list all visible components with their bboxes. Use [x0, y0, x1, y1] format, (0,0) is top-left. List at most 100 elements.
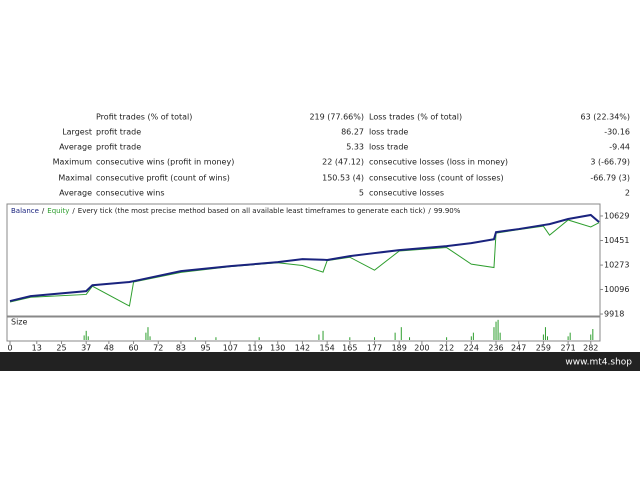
report-cell: Largest	[62, 128, 92, 137]
size-bar	[318, 334, 320, 340]
x-tick-label: 95	[201, 344, 211, 353]
report-cell: Maximal	[58, 174, 92, 183]
report-cell: Maximum	[53, 158, 93, 167]
x-tick-label: 25	[56, 344, 66, 353]
report-cell: 63 (22.34%)	[581, 113, 630, 122]
y-tick-label: 9918	[604, 310, 624, 319]
x-tick-label: 165	[342, 344, 357, 353]
size-bar	[542, 334, 544, 340]
report-cell: Loss trades (% of total)	[369, 113, 462, 122]
legend: Balance / Equity / Every tick (the most prec…	[11, 207, 461, 215]
series-line	[9, 213, 600, 303]
x-tick-label: 130	[270, 344, 285, 353]
size-bar	[590, 334, 592, 340]
x-tick-label: 212	[439, 344, 454, 353]
watermark: www.mt4.shop	[565, 358, 632, 368]
report-cell: consecutive losses (loss in money)	[369, 158, 508, 167]
x-tick-label: 119	[247, 344, 262, 353]
size-bar	[322, 330, 324, 340]
size-bar	[409, 337, 411, 340]
report-cell: -66.79 (3)	[590, 174, 630, 183]
size-bar	[147, 327, 149, 340]
size-bar	[145, 332, 147, 340]
size-bar	[349, 337, 351, 340]
size-bar	[472, 332, 474, 340]
report-cell: loss trade	[369, 143, 408, 152]
size-bar	[85, 330, 87, 340]
x-tick-label: 107	[223, 344, 238, 353]
size-bar	[493, 327, 495, 340]
size-label: Size	[11, 318, 28, 327]
x-tick-label: 37	[81, 344, 91, 353]
size-bar	[374, 337, 376, 340]
x-tick-label: 0	[7, 344, 12, 353]
size-frame	[6, 316, 601, 342]
report-cell: Profit trades (% of total)	[96, 113, 192, 122]
quality-text: 99.90%	[434, 207, 461, 215]
report-cell: loss trade	[369, 128, 408, 137]
y-tick-label: 10096	[604, 285, 629, 294]
report-cell: Average	[59, 189, 92, 198]
report-cell: 3 (-66.79)	[590, 158, 630, 167]
model-text: Every tick (the most precise method base…	[78, 207, 426, 215]
x-tick-label: 271	[560, 344, 575, 353]
series-line	[9, 219, 600, 307]
size-bar	[215, 337, 217, 340]
report-cell: 22 (47.12)	[322, 158, 364, 167]
report-cell: -30.16	[604, 128, 630, 137]
legend-separator: /	[42, 207, 45, 215]
size-bar	[592, 329, 594, 340]
report-cell: consecutive losses	[369, 189, 444, 198]
size-bar	[194, 337, 196, 340]
footer-bar	[0, 352, 640, 371]
size-bar	[149, 336, 151, 340]
legend-separator: /	[428, 207, 431, 215]
x-tick-label: 259	[536, 344, 551, 353]
x-tick-label: 177	[367, 344, 382, 353]
x-tick-label: 282	[583, 344, 598, 353]
x-tick-label: 200	[414, 344, 429, 353]
report-cell: Average	[59, 143, 92, 152]
report-cell: profit trade	[96, 128, 141, 137]
report-cell: 86.27	[341, 128, 364, 137]
report-cell: 5.33	[346, 143, 364, 152]
x-tick-label: 60	[128, 344, 138, 353]
x-tick-label: 236	[488, 344, 503, 353]
report-cell: consecutive wins	[96, 189, 164, 198]
size-bar	[446, 337, 448, 340]
size-bar	[499, 332, 501, 340]
size-bar	[400, 327, 402, 340]
x-tick-label: 142	[295, 344, 310, 353]
x-tick-label: 247	[511, 344, 526, 353]
x-tick-label: 72	[153, 344, 163, 353]
top-blank	[0, 0, 640, 108]
size-bar	[547, 336, 549, 340]
x-tick-label: 83	[176, 344, 186, 353]
report-cell: consecutive wins (profit in money)	[96, 158, 234, 167]
size-bar	[567, 336, 569, 340]
legend-entry: Equity	[47, 207, 69, 215]
report-cell: profit trade	[96, 143, 141, 152]
size-bar	[495, 321, 497, 340]
report-cell: -9.44	[609, 143, 630, 152]
report-cell: 219 (77.66%)	[309, 113, 364, 122]
report-cell: consecutive loss (count of losses)	[369, 174, 504, 183]
x-tick-label: 154	[320, 344, 335, 353]
report-cell: 150.53 (4)	[322, 174, 364, 183]
size-bar	[497, 319, 499, 340]
legend-separator: /	[72, 207, 75, 215]
report-cell: 2	[625, 189, 630, 198]
size-bar	[470, 336, 472, 340]
size-bar	[544, 327, 546, 340]
size-bar	[258, 337, 260, 340]
x-tick-label: 13	[32, 344, 42, 353]
size-bar	[569, 332, 571, 340]
y-tick-label: 10629	[604, 211, 629, 220]
x-tick-label: 224	[464, 344, 479, 353]
y-tick-label: 10451	[604, 236, 629, 245]
report-cell: consecutive profit (count of wins)	[96, 174, 230, 183]
size-bar	[394, 332, 396, 340]
size-bar	[87, 336, 89, 340]
